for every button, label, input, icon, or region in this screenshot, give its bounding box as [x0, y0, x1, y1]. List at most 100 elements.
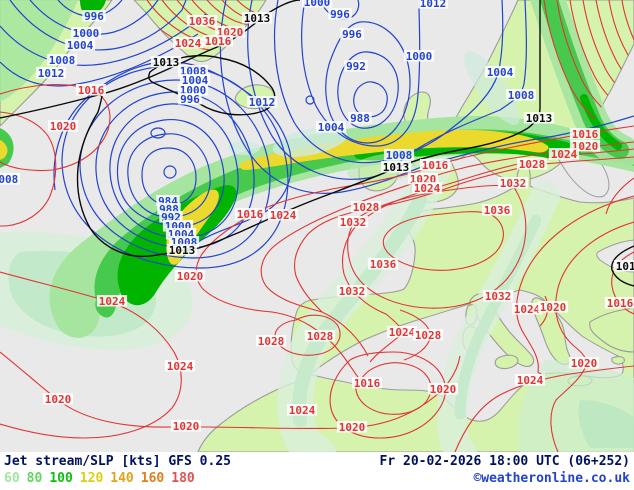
pressure-label-1008: 1008	[386, 149, 413, 162]
pressure-label-988: 988	[350, 112, 370, 125]
pressure-label-box	[301, 0, 333, 8]
pressure-label-box	[367, 258, 399, 270]
copyright-label: ©weatheronline.co.uk	[473, 471, 630, 486]
pressure-label-box	[340, 28, 364, 40]
pressure-label-1032: 1032	[340, 216, 367, 229]
pressure-label-1013: 1013	[526, 112, 553, 125]
pressure-label-1012: 1012	[420, 0, 447, 10]
pressure-label-box	[267, 209, 299, 221]
pressure-label-box	[481, 204, 513, 216]
datetime-label: Fr 20-02-2026 18:00 UTC (06+252)	[379, 454, 630, 469]
scale-value-80: 80	[26, 471, 43, 486]
pressure-label-1016: 1016	[422, 159, 449, 172]
pressure-label-box	[35, 67, 67, 79]
pressure-label-box	[419, 159, 451, 171]
pressure-label-1032: 1032	[339, 285, 366, 298]
pressure-label-box	[417, 0, 449, 9]
pressure-label-1020: 1020	[540, 301, 567, 314]
pressure-label-box	[177, 84, 209, 96]
pressure-label-1016: 1016	[205, 35, 232, 48]
scale-value-180: 180	[171, 471, 195, 486]
pressure-label-box	[568, 357, 600, 369]
pressure-label-box	[174, 270, 206, 282]
pressure-label-1032: 1032	[485, 290, 512, 303]
pressure-label-996: 996	[330, 8, 350, 21]
pressure-label-box	[328, 8, 352, 20]
pressure-label-box	[411, 182, 443, 194]
pressure-label-box	[64, 39, 96, 51]
pressure-label-box	[514, 374, 546, 386]
pressure-label-996: 996	[342, 28, 362, 41]
pressure-label-box	[548, 148, 580, 160]
pressure-label-1013: 1013	[169, 244, 196, 257]
pressure-label-996: 996	[84, 10, 104, 23]
scale-value-120: 120	[79, 471, 104, 486]
jet-speed-scale: 60 80 100 120 140 160 180	[4, 471, 202, 486]
pressure-label-box	[337, 216, 369, 228]
legend-bar: Jet stream/SLP [kts] GFS 0.25 Fr 20-02-2…	[0, 452, 634, 490]
pressure-label-box	[407, 173, 439, 185]
pressure-label-1028: 1028	[519, 158, 546, 171]
pressure-label-1036: 1036	[189, 15, 216, 28]
pressure-label-box	[386, 326, 418, 338]
pressure-label-1028: 1028	[258, 335, 285, 348]
pressure-label-1000: 1000	[406, 50, 433, 63]
pressure-label-box	[315, 121, 347, 133]
pressure-label-box	[511, 303, 543, 315]
pressure-label-box	[75, 84, 107, 96]
pressure-label-1020: 1020	[50, 120, 77, 133]
land-turkey	[589, 307, 634, 353]
pressure-label-box	[350, 201, 382, 213]
pressure-label-box	[336, 421, 368, 433]
pressure-label-1024: 1024	[414, 182, 441, 195]
pressure-label-1024: 1024	[517, 374, 544, 387]
pressure-label-box	[172, 37, 204, 49]
pressure-label-1032: 1032	[500, 177, 527, 190]
scale-value-60: 60	[4, 471, 20, 486]
pressure-label-box	[177, 65, 209, 77]
pressure-label-box	[170, 420, 202, 432]
pressure-label-box	[241, 12, 273, 24]
pressure-label-1013: 1013	[153, 56, 180, 69]
pressure-label-box	[505, 89, 537, 101]
pressure-label-box	[164, 360, 196, 372]
pressure-label-1024: 1024	[389, 326, 416, 339]
pressure-label-box	[569, 128, 601, 140]
pressure-label-1036: 1036	[370, 258, 397, 271]
pressure-label-1020: 1020	[430, 383, 457, 396]
pressure-label-box	[344, 60, 368, 72]
pressure-label-1028: 1028	[415, 329, 442, 342]
pressure-label-1008: 1008	[49, 54, 76, 67]
pressure-label-1008: 1008	[508, 89, 535, 102]
pressure-label-box	[46, 54, 78, 66]
pressure-label-box	[484, 66, 516, 78]
pressure-label-box	[348, 112, 372, 124]
pressure-label-box	[286, 404, 318, 416]
pressure-label-box	[168, 236, 200, 248]
pressure-label-box	[178, 93, 202, 105]
pressure-label-box	[150, 56, 182, 68]
pressure-label-box	[214, 26, 246, 38]
pressure-label-1020: 1020	[177, 270, 204, 283]
pressure-label-996: 996	[180, 93, 200, 106]
land-cyprus	[611, 356, 625, 365]
pressure-label-1020: 1020	[45, 393, 72, 406]
pressure-label-1004: 1004	[182, 74, 209, 87]
pressure-label-1013: 1013	[616, 260, 634, 273]
pressure-label-box	[165, 228, 197, 240]
pressure-label-box	[336, 285, 368, 297]
pressure-label-1024: 1024	[175, 37, 202, 50]
pressure-label-box	[234, 208, 266, 220]
pressure-label-1020: 1020	[173, 420, 200, 433]
pressure-label-box	[351, 377, 383, 389]
pressure-label-992: 992	[346, 60, 366, 73]
pressure-label-1036: 1036	[484, 204, 511, 217]
scale-value-160: 160	[140, 471, 165, 486]
pressure-label-box	[613, 260, 634, 272]
pressure-label-box	[70, 27, 102, 39]
scale-value-140: 140	[110, 471, 134, 486]
pressure-label-box	[159, 211, 183, 223]
pressure-label-box	[96, 295, 128, 307]
land-sicily	[494, 354, 519, 370]
